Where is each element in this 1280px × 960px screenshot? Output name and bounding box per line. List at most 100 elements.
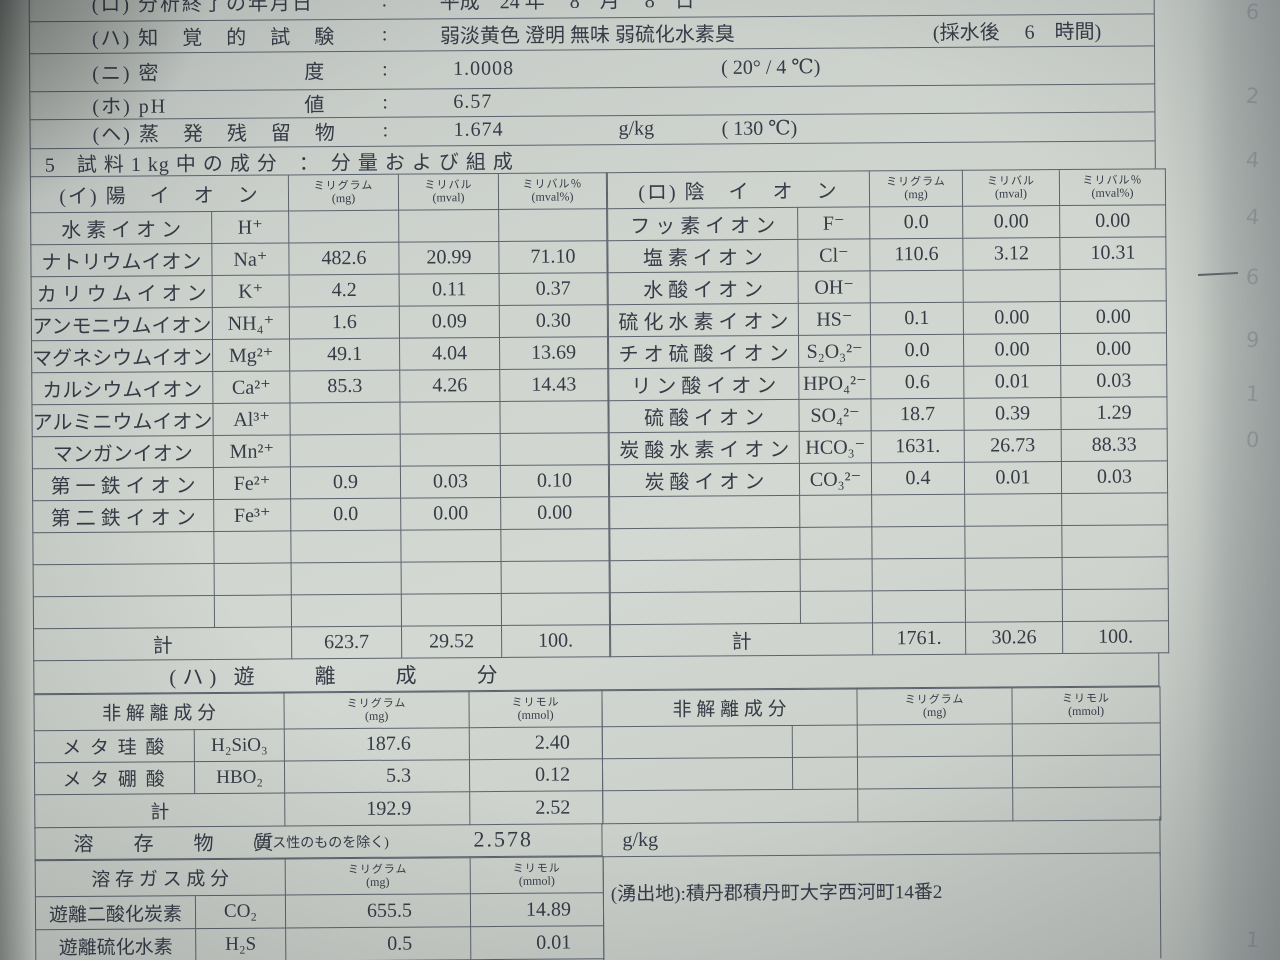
ion-formula-cell: OH⁻ xyxy=(798,270,871,304)
total-label xyxy=(602,788,858,824)
ion-name-cell xyxy=(33,595,215,629)
perception-label: (ハ) 知 覚 的 試 験 xyxy=(91,25,337,50)
cation-row: アンモニウムイオン NH₄⁺ 1.6 0.09 0.30 xyxy=(31,304,608,341)
ion-formula-cell: Fe³⁺ xyxy=(213,498,291,532)
cation-table: (イ) 陽 イ オ ン ミリグラム (mg) ミリバル (mval) ミリバル％ (m… xyxy=(30,172,610,661)
ion-name-cell: リ ン 酸 イ オ ン xyxy=(608,367,799,401)
gas-row: 遊離硫化水素 H₂S 0.5 0.01 xyxy=(35,925,604,960)
gas-formula-cell: CO₂ xyxy=(195,894,286,929)
ion-mg-cell xyxy=(872,590,966,623)
ion-name-cell xyxy=(33,563,215,597)
ion-pct-cell xyxy=(1061,492,1168,526)
ion-formula-cell: HS⁻ xyxy=(798,302,871,336)
component-mmol-cell: 2.40 xyxy=(469,726,603,760)
ion-pct-cell xyxy=(500,432,609,466)
ion-formula-cell xyxy=(799,526,873,560)
ion-name-cell xyxy=(610,591,801,625)
margin-digit: 0 xyxy=(1245,427,1261,453)
component-mg-cell: 187.6 xyxy=(284,727,470,761)
ion-pct-cell xyxy=(1062,588,1169,622)
total-mval: 30.26 xyxy=(965,621,1063,655)
cation-row: アルミニウムイオン Al³⁺ xyxy=(31,400,609,437)
component-formula-cell xyxy=(792,724,858,758)
unit-header-mg: ミリグラム (mg) xyxy=(285,857,471,895)
dissolved-matter-note: (ガス性のものを除く) xyxy=(253,835,389,852)
ion-mval-cell xyxy=(965,589,1063,623)
ion-pct-cell: 14.43 xyxy=(499,368,608,402)
ph-label2: 値 xyxy=(304,94,325,117)
unit-en: (mmol) xyxy=(518,873,555,888)
total-mval: 29.52 xyxy=(401,625,502,659)
ion-mg-cell xyxy=(872,558,966,591)
ion-name-cell: 第 二 鉄 イ オ ン xyxy=(32,499,214,533)
ion-pct-cell: 0.00 xyxy=(1060,300,1167,334)
ion-mval-cell: 0.01 xyxy=(964,461,1062,495)
margin-digit: 4 xyxy=(1245,147,1261,173)
ion-mg-cell: 1.6 xyxy=(289,306,400,339)
ion-mg-cell: 110.6 xyxy=(869,238,964,271)
unit-header-mg: ミリグラム (mg) xyxy=(288,174,399,211)
margin-digit: 1 xyxy=(1245,927,1261,953)
ion-name-cell xyxy=(609,495,800,529)
ion-pct-cell: 0.00 xyxy=(1059,204,1166,238)
ion-pct-cell: 71.10 xyxy=(498,240,608,274)
table-border-segment xyxy=(1159,816,1161,857)
ion-pct-cell: 0.00 xyxy=(1060,332,1167,366)
ion-mval-cell: 4.04 xyxy=(399,337,500,371)
free-component-row-empty xyxy=(602,722,1161,759)
ion-formula-cell: F⁻ xyxy=(797,206,870,240)
ion-formula-cell xyxy=(214,594,292,628)
component-mg-cell xyxy=(857,723,1013,757)
ion-pct-cell: 88.33 xyxy=(1061,428,1168,462)
ion-mg-cell: 0.6 xyxy=(870,366,964,399)
ion-name-cell xyxy=(610,559,801,593)
anion-row: 硫 化 水 素 イ オ ン HS⁻ 0.1 0.00 0.00 xyxy=(608,300,1167,337)
ion-pct-cell: 0.03 xyxy=(1061,460,1168,494)
ion-mg-cell: 0.0 xyxy=(870,334,964,367)
ion-mg-cell xyxy=(871,494,965,527)
ion-mval-cell xyxy=(400,529,502,563)
ion-pct-cell xyxy=(501,560,610,594)
source-location-text: (湧出地):積丹郡積丹町大字西河町14番2 xyxy=(610,881,943,906)
ion-formula-cell: Fe²⁺ xyxy=(213,466,291,500)
gas-name-cell: 遊離二酸化炭素 xyxy=(35,895,196,930)
perception-value: 弱淡黄色 澄明 無味 弱硫化水素臭 xyxy=(439,23,735,48)
unit-en: (mg) xyxy=(922,704,947,720)
ion-mg-cell xyxy=(291,562,402,595)
free-right-header-row: 非 解 離 成 分 ミリグラム (mg) ミリモル (mmol) xyxy=(601,686,1161,727)
component-name-cell: メ タ 硼 酸 xyxy=(34,761,195,795)
cation-row: 第 一 鉄 イ オ ン Fe²⁺ 0.9 0.03 0.10 xyxy=(32,464,609,501)
ion-mg-cell: 85.3 xyxy=(289,370,400,403)
ion-mg-cell: 1631. xyxy=(871,430,965,463)
cation-row: 水 素 イ オ ン H⁺ xyxy=(30,208,607,245)
nondissociated-header: 非 解 離 成 分 xyxy=(33,692,285,731)
ion-mval-cell: 26.73 xyxy=(964,429,1062,463)
ion-formula-cell xyxy=(800,590,873,624)
ion-pct-cell xyxy=(499,400,609,434)
total-mmol: 2.52 xyxy=(469,790,603,825)
ion-mval-cell: 0.39 xyxy=(963,397,1062,431)
perception-note: (採水後 6 時間) xyxy=(932,20,1102,44)
ion-mg-cell xyxy=(291,594,402,627)
gas-row: 遊離二酸化炭素 CO₂ 655.5 14.89 xyxy=(35,892,604,930)
component-mmol-cell: 0.12 xyxy=(469,758,603,792)
ion-name-cell: ナトリウムイオン xyxy=(30,243,213,277)
ion-mg-cell xyxy=(871,526,966,559)
unit-header-mmol: ミリモル (mmol) xyxy=(468,690,603,728)
ion-mg-cell: 0.0 xyxy=(290,498,401,531)
dissolved-matter-label: 溶 存 物 質 xyxy=(73,832,284,856)
unit-header-mmol: ミリモル (mmol) xyxy=(470,856,604,894)
anion-header-row: (ロ) 陰 イ オ ン ミリグラム (mg) ミリバル (mval) ミリバル％ (m… xyxy=(607,168,1166,209)
margin-digit: 6 xyxy=(1245,264,1261,290)
margin-digit: 9 xyxy=(1245,327,1261,353)
colon: : xyxy=(382,90,388,113)
ion-pct-cell: 0.30 xyxy=(499,304,608,338)
margin-digit: 1 xyxy=(1245,381,1261,407)
component-name-cell xyxy=(602,725,793,759)
ion-mval-cell: 0.00 xyxy=(963,301,1061,335)
total-label: 計 xyxy=(33,626,292,661)
ph-label: (ホ) pH xyxy=(92,95,168,118)
free-component-row-empty xyxy=(602,754,1161,791)
ion-formula-cell: Na⁺ xyxy=(211,242,290,276)
unit-en: (mval) xyxy=(432,190,465,205)
